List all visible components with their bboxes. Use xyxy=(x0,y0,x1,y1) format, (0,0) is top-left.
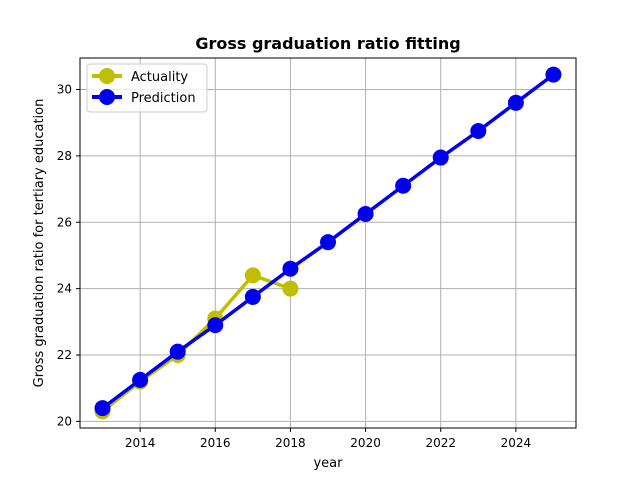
y-tick-label: 30 xyxy=(57,83,72,97)
grid xyxy=(80,58,576,428)
data-point-prediction xyxy=(470,123,487,139)
x-tick-label: 2022 xyxy=(425,436,456,450)
legend-marker-actuality xyxy=(99,68,115,84)
data-point-prediction xyxy=(207,317,224,334)
legend-entry-prediction: Prediction xyxy=(92,89,196,106)
data-point-prediction xyxy=(169,343,186,360)
data-point-prediction xyxy=(357,205,374,222)
plot-frame xyxy=(79,57,577,429)
data-point-prediction xyxy=(132,371,149,388)
y-axis-label: Gross graduation ratio for tertiary educ… xyxy=(32,99,47,388)
series-prediction xyxy=(94,66,562,417)
data-point-prediction xyxy=(432,149,449,166)
data-point-prediction xyxy=(94,400,111,417)
y-tick-label: 24 xyxy=(57,282,72,296)
data-point-prediction xyxy=(320,234,336,251)
x-tick-label: 2014 xyxy=(125,436,156,450)
chart-title: Gross graduation ratio fitting xyxy=(195,34,460,53)
data-point-prediction xyxy=(395,177,412,194)
x-tick-label: 2020 xyxy=(350,436,381,450)
data-point-prediction xyxy=(244,288,261,305)
x-axis-label: year xyxy=(313,456,343,471)
legend-entry-actuality: Actuality xyxy=(92,68,188,85)
y-tick-label: 28 xyxy=(57,149,72,163)
data-point-actuality xyxy=(282,280,299,297)
x-tick-label: 2018 xyxy=(275,436,306,450)
data-point-prediction xyxy=(507,94,524,111)
legend-label-actuality: Actuality xyxy=(131,70,188,85)
legend-marker-prediction xyxy=(99,89,115,105)
data-point-prediction xyxy=(282,260,299,277)
y-tick-label: 22 xyxy=(57,348,72,362)
legend: Actuality Prediction xyxy=(86,63,208,113)
data-point-prediction xyxy=(545,66,562,83)
y-tick-label: 26 xyxy=(57,215,72,229)
y-tick-label: 20 xyxy=(57,414,72,428)
data-point-actuality xyxy=(244,267,261,284)
legend-label-prediction: Prediction xyxy=(131,91,196,106)
x-tick-label: 2016 xyxy=(200,436,231,450)
series-layer xyxy=(94,66,562,420)
x-tick-label: 2024 xyxy=(501,436,532,450)
